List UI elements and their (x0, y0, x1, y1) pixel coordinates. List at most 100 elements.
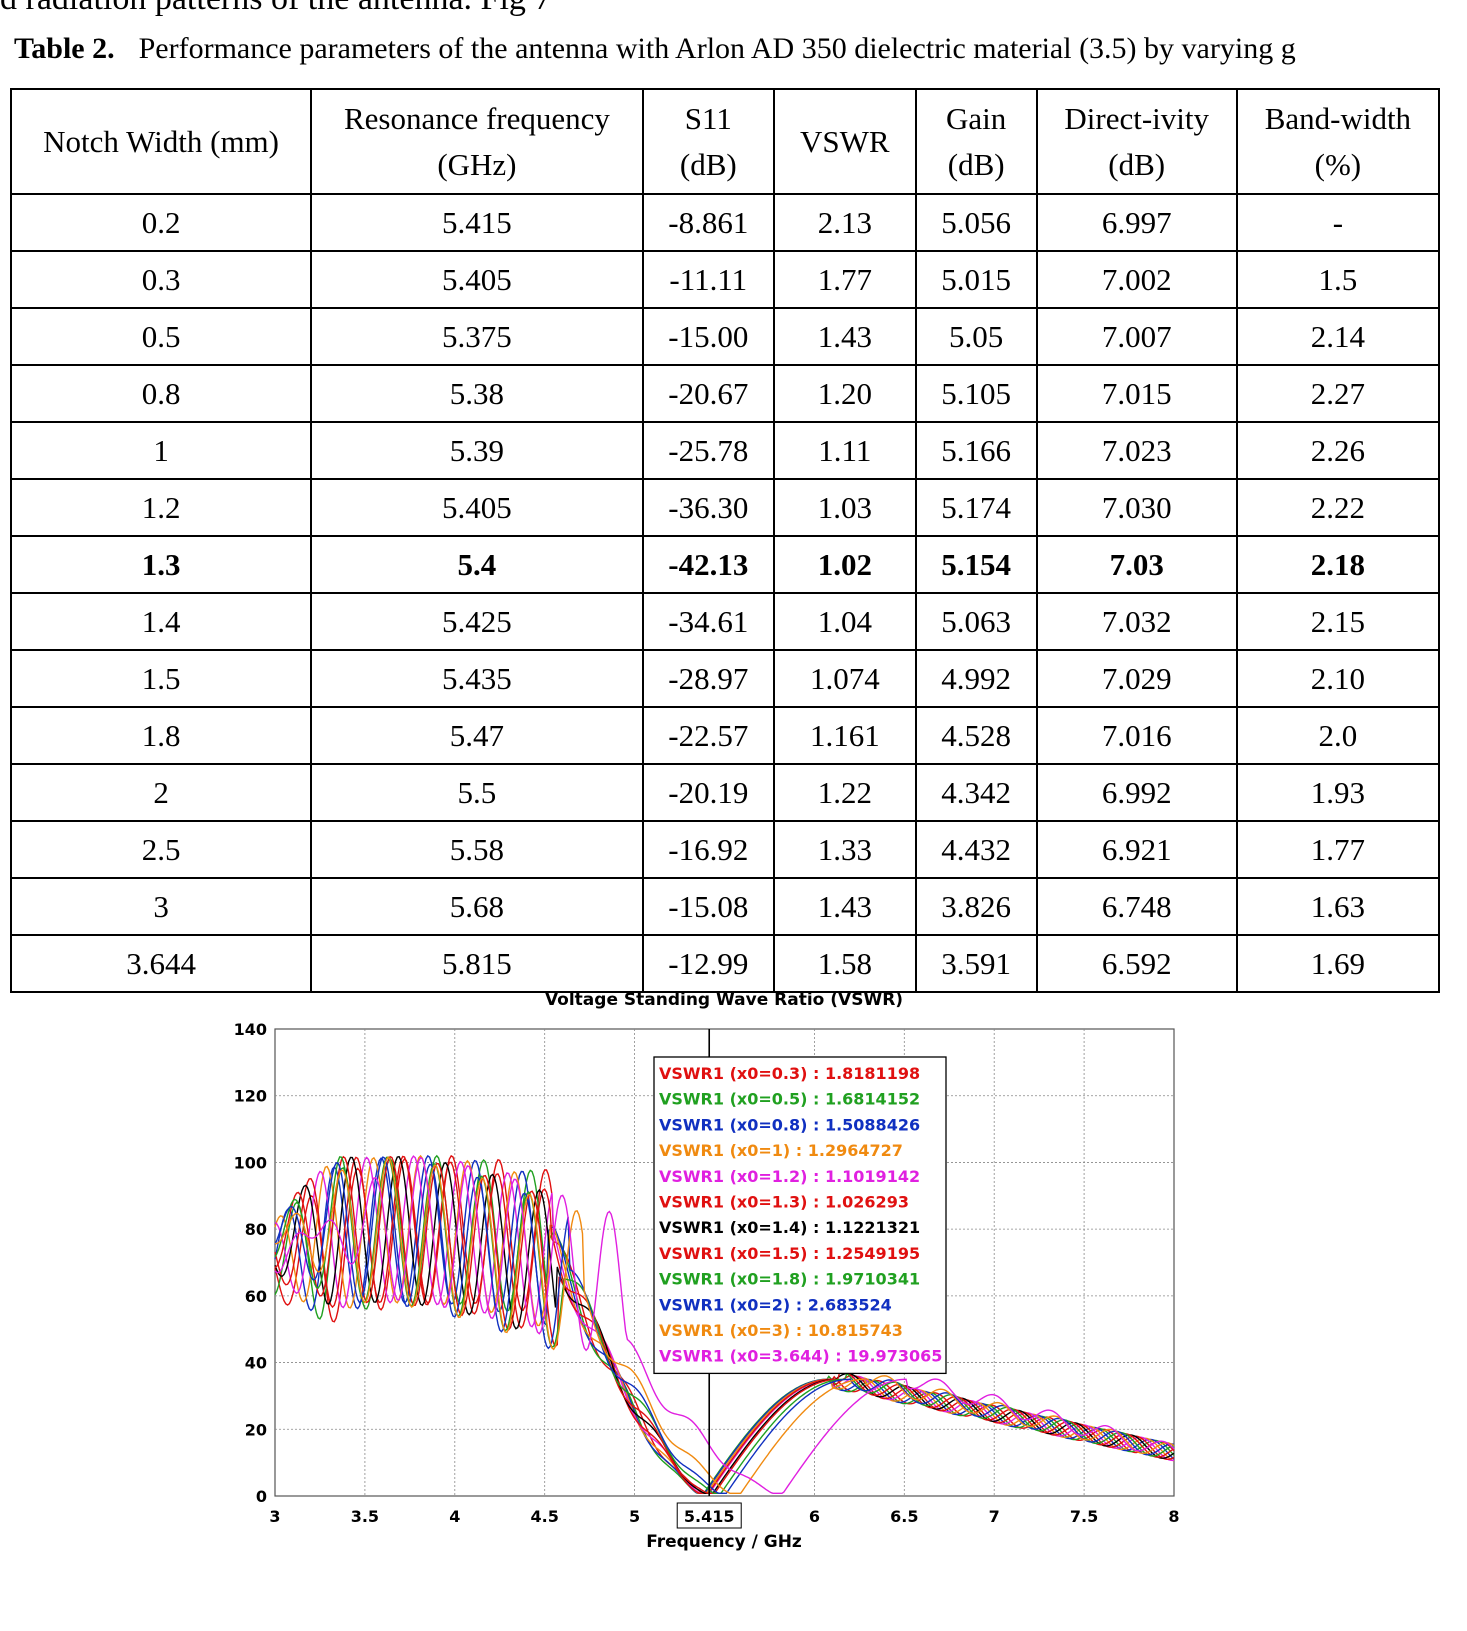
preceding-text-fragment: d radiation patterns of the antenna. Fig… (0, 0, 551, 18)
table-cell: 5.5 (310, 763, 644, 822)
legend-entry: VSWR1 (x0=1.5) : 1.2549195 (659, 1244, 920, 1263)
legend-entry: VSWR1 (x0=2) : 2.683524 (659, 1295, 892, 1314)
table-cell: 1.93 (1235, 763, 1441, 822)
series-line (274, 1155, 1175, 1494)
column-header-text: (dB) (947, 146, 1005, 182)
table-cell: 6.997 (1035, 193, 1238, 252)
table-row: 0.5 5.375 -15.00 1.43 5.05 7.007 2.14 (9, 307, 1441, 366)
table-cell: 5.405 (310, 250, 644, 309)
table-cell: 6.592 (1035, 934, 1238, 993)
table-cell: 5.015 (914, 250, 1038, 309)
legend-entry: VSWR1 (x0=1.2) : 1.1019142 (659, 1167, 920, 1186)
table-cell: 4.528 (914, 706, 1038, 765)
column-header: Direct-ivity (dB) (1035, 88, 1238, 195)
x-tick-label: 5.415 (684, 1507, 735, 1526)
x-tick-label: 8 (1168, 1507, 1179, 1526)
table-cell: 5.375 (310, 307, 644, 366)
column-header: Band-width (%) (1235, 88, 1441, 195)
table-cell: 5.68 (310, 877, 644, 936)
x-tick-label: 6 (809, 1507, 820, 1526)
table-cell: -8.861 (641, 193, 775, 252)
table-cell: 1.69 (1235, 934, 1441, 993)
y-tick-label: 0 (256, 1487, 267, 1506)
table-row: 1 5.39 -25.78 1.11 5.166 7.023 2.26 (9, 421, 1441, 480)
table-row: 1.5 5.435 -28.97 1.074 4.992 7.029 2.10 (9, 649, 1441, 708)
table-cell: -34.61 (641, 592, 775, 651)
table-cell: 5.166 (914, 421, 1038, 480)
table-cell: 1.43 (772, 307, 917, 366)
table-cell: 2.22 (1235, 478, 1441, 537)
table-cell: 1.02 (772, 535, 917, 594)
legend-entry: VSWR1 (x0=0.3) : 1.8181198 (659, 1064, 920, 1083)
table-cell: 7.016 (1035, 706, 1238, 765)
y-tick-label: 80 (245, 1220, 267, 1239)
column-header-text: Notch Width (mm) (43, 123, 279, 159)
table-cell: 5.105 (914, 364, 1038, 423)
table-row: 3.644 5.815 -12.99 1.58 3.591 6.592 1.69 (9, 934, 1441, 993)
table-cell: -16.92 (641, 820, 775, 879)
x-tick-label: 4 (449, 1507, 460, 1526)
table-cell: 2.27 (1235, 364, 1441, 423)
table-cell: 2.15 (1235, 592, 1441, 651)
table-cell: 2.26 (1235, 421, 1441, 480)
x-tick-label: 3.5 (351, 1507, 379, 1526)
table-cell: 6.921 (1035, 820, 1238, 879)
table-cell: -22.57 (641, 706, 775, 765)
table-cell: 7.023 (1035, 421, 1238, 480)
table-row: 2.5 5.58 -16.92 1.33 4.432 6.921 1.77 (9, 820, 1441, 879)
column-header-text: (GHz) (437, 146, 517, 182)
table-cell: 7.002 (1035, 250, 1238, 309)
table-row: 0.2 5.415 -8.861 2.13 5.056 6.997- (9, 193, 1441, 252)
series-line (274, 1156, 1175, 1494)
performance-parameters-table: Notch Width (mm) Resonance frequency (GHz)… (9, 88, 1441, 993)
column-header-text: (%) (1314, 146, 1362, 182)
table-cell: 7.029 (1035, 649, 1238, 708)
legend-entry: VSWR1 (x0=3.644) : 19.973065 (659, 1347, 942, 1366)
table-cell: 5.58 (310, 820, 644, 879)
table-cell: 2.10 (1235, 649, 1441, 708)
table-cell: 5.154 (914, 535, 1038, 594)
chart-series-lines (274, 1154, 1175, 1494)
table-cell: 5.063 (914, 592, 1038, 651)
table-row: 2 5.5 -20.19 1.22 4.342 6.992 1.93 (9, 763, 1441, 822)
table-cell: 3 (9, 877, 313, 936)
table-cell: -20.19 (641, 763, 775, 822)
y-tick-label: 140 (234, 1020, 267, 1039)
table-cell: 1.11 (772, 421, 917, 480)
marker-label-box (676, 1502, 742, 1529)
table-cell: 1.03 (772, 478, 917, 537)
table-cell: 2.0 (1235, 706, 1441, 765)
table-cell: -11.11 (641, 250, 775, 309)
x-tick-label: 3 (269, 1507, 280, 1526)
table-cell: 1.8 (9, 706, 313, 765)
y-tick-label: 120 (234, 1087, 267, 1106)
table-cell: 0.2 (9, 193, 313, 252)
column-header: Resonance frequency (GHz) (310, 88, 644, 195)
column-header-text: S11 (684, 100, 732, 136)
table-cell: 7.030 (1035, 478, 1238, 537)
table-cell: 0.5 (9, 307, 313, 366)
table-cell: 5.05 (914, 307, 1038, 366)
column-header-text: Band-width (1264, 100, 1412, 136)
table-cell: 1.77 (1235, 820, 1441, 879)
table-cell: 1.5 (9, 649, 313, 708)
table-cell: 1.2 (9, 478, 313, 537)
x-tick-label: 6.5 (890, 1507, 918, 1526)
series-line (274, 1156, 1175, 1494)
table-cell: -25.78 (641, 421, 775, 480)
table-cell: -28.97 (641, 649, 775, 708)
table-cell: 2.13 (772, 193, 917, 252)
table-cell: 1.58 (772, 934, 917, 993)
table-cell: 0.3 (9, 250, 313, 309)
table-cell: 2.18 (1235, 535, 1441, 594)
table-cell: 4.992 (914, 649, 1038, 708)
table-cell: 1.33 (772, 820, 917, 879)
y-tick-label: 20 (245, 1420, 267, 1439)
table-row: 1.2 5.405 -36.30 1.03 5.174 7.030 2.22 (9, 478, 1441, 537)
table-cell: 5.425 (310, 592, 644, 651)
table-cell: 1.22 (772, 763, 917, 822)
table-cell: 5.415 (310, 193, 644, 252)
x-tick-label: 5 (629, 1507, 640, 1526)
table-cell: 5.815 (310, 934, 644, 993)
column-header: Notch Width (mm) (9, 88, 313, 195)
